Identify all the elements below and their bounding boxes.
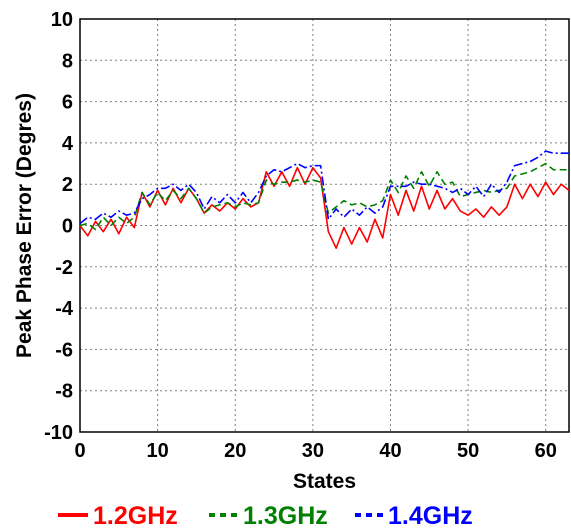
legend-entry: 1.2GHz (58, 502, 178, 529)
y-tick-label: -6 (55, 339, 73, 361)
x-tick-label: 60 (535, 440, 557, 462)
legend-label: 1.4GHz (388, 502, 473, 529)
y-tick-label: 4 (62, 133, 74, 155)
x-tick-labels: 0 10 20 30 40 50 60 (74, 440, 556, 462)
x-tick-label: 50 (457, 440, 479, 462)
x-tick-label: 40 (379, 440, 401, 462)
y-axis-label: Peak Phase Error (Degres) (13, 93, 36, 358)
y-tick-label: 8 (62, 50, 73, 72)
y-tick-label: 2 (62, 174, 73, 196)
legend-entry: 1.3GHz (209, 502, 328, 529)
legend-entry: 1.4GHz (355, 502, 473, 529)
legend-label: 1.3GHz (243, 502, 328, 529)
y-tick-label: -10 (44, 422, 73, 444)
legend-label: 1.2GHz (93, 502, 178, 529)
x-tick-label: 0 (74, 440, 85, 462)
y-tick-labels: -10 -8 -6 -4 -2 0 2 4 6 8 10 (44, 9, 74, 444)
y-tick-label: 10 (51, 9, 73, 31)
x-tick-label: 20 (224, 440, 246, 462)
series-line-1.4GHz (79, 150, 569, 225)
y-tick-label: -4 (55, 298, 74, 320)
grid-lines (80, 19, 569, 432)
series-layer (79, 150, 570, 250)
y-tick-label: 6 (62, 92, 73, 114)
x-tick-label: 30 (302, 440, 324, 462)
y-tick-label: 0 (62, 216, 73, 238)
series-line-1.2GHz (79, 166, 570, 250)
y-tick-label: -2 (55, 257, 73, 279)
legend: 1.2GHz 1.3GHz 1.4GHz (58, 502, 473, 529)
x-tick-label: 10 (146, 440, 168, 462)
x-axis-label: States (293, 470, 356, 493)
y-tick-label: -8 (55, 381, 73, 403)
